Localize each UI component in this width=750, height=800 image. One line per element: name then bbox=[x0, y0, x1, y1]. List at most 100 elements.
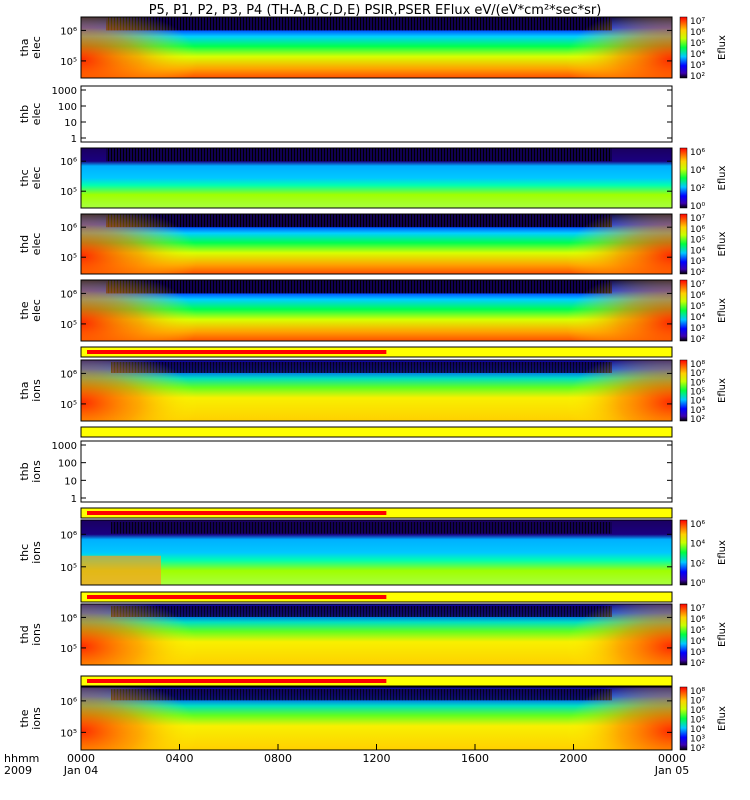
ylabel-probe: thb bbox=[18, 462, 31, 480]
noise-band bbox=[111, 522, 612, 534]
colorbar-tick-label: 10⁵ bbox=[690, 388, 705, 398]
colorbar-tick-label: 10² bbox=[690, 415, 705, 425]
colorbar-tick-label: 10⁷ bbox=[690, 697, 705, 707]
colorbar-tick-label: 10² bbox=[690, 268, 705, 278]
y-tick-label: 10⁶ bbox=[60, 369, 77, 380]
colorbar-label: Eflux bbox=[717, 540, 728, 565]
ylabel-probe: the bbox=[18, 301, 31, 319]
x-tick-label: 1200 bbox=[363, 752, 391, 765]
colorbar-tick-label: 10³ bbox=[690, 257, 705, 267]
ylabel-species: ions bbox=[30, 541, 43, 564]
y-tick-label: 10⁶ bbox=[60, 223, 77, 234]
colorbar-tick-label: 10⁵ bbox=[690, 39, 705, 49]
panel-frame bbox=[80, 147, 673, 209]
mode-bar-red bbox=[87, 679, 387, 683]
panel-frame bbox=[80, 16, 673, 79]
colorbar-tick-label: 10⁷ bbox=[690, 280, 705, 290]
ylabel-species: ions bbox=[30, 707, 43, 730]
colorbar-tick-label: 10⁰ bbox=[690, 579, 705, 589]
colorbar-label: Eflux bbox=[717, 35, 728, 60]
panel-thb-elec: thb elec 1000 100 10 1 bbox=[18, 85, 673, 145]
y-tick-label: 10 bbox=[64, 118, 77, 129]
y-tick-label: 10⁵ bbox=[60, 728, 77, 739]
ylabel-species: ions bbox=[30, 460, 43, 483]
ylabel-species: elec bbox=[30, 103, 43, 126]
colorbar-tick-label: 10⁶ bbox=[690, 706, 705, 716]
ylabel-probe: thb bbox=[18, 105, 31, 123]
panel-frame bbox=[80, 519, 673, 586]
panel-frame bbox=[80, 440, 673, 503]
panel-frame bbox=[80, 85, 673, 143]
colorbar-tick-label: 10² bbox=[690, 559, 705, 569]
colorbar-label: Eflux bbox=[717, 622, 728, 647]
y-tick-label: 10⁶ bbox=[60, 697, 77, 708]
edge-hot-right bbox=[553, 214, 672, 274]
edge-hot-right bbox=[553, 360, 672, 421]
colorbar bbox=[679, 686, 688, 751]
edge-hot-left bbox=[81, 280, 212, 341]
noise-band bbox=[111, 689, 612, 701]
colorbar-tick-label: 10⁷ bbox=[690, 369, 705, 379]
thd-mode-bar bbox=[80, 591, 673, 603]
panel-frame bbox=[80, 279, 673, 342]
colorbar-tick-label: 10⁶ bbox=[690, 225, 705, 235]
y-tick-label: 10⁵ bbox=[60, 400, 77, 411]
colorbar-tick-label: 10⁶ bbox=[690, 291, 705, 301]
colorbar-label: Eflux bbox=[717, 298, 728, 323]
ylabel-species: ions bbox=[30, 623, 43, 646]
mode-bar-red bbox=[87, 595, 387, 599]
noise-band bbox=[111, 606, 612, 617]
colorbar-tick-label: 10⁰ bbox=[690, 202, 705, 212]
y-tick-label: 1 bbox=[71, 134, 77, 145]
y-tick-label: 10⁶ bbox=[60, 26, 77, 37]
ylabel-probe: thc bbox=[18, 169, 31, 186]
y-tick-label: 10 bbox=[64, 476, 77, 487]
colorbar-tick-label: 10⁵ bbox=[690, 302, 705, 312]
y-tick-label: 1000 bbox=[52, 86, 77, 97]
colorbar-tick-label: 10² bbox=[690, 335, 705, 345]
thb-mode-bar bbox=[80, 426, 673, 438]
corner-label-hhmm: hhmm bbox=[4, 752, 39, 765]
y-tick-label: 100 bbox=[58, 459, 77, 470]
colorbar-tick-label: 10⁴ bbox=[690, 50, 705, 60]
panel-frame bbox=[80, 213, 673, 275]
edge-hot-right bbox=[553, 604, 672, 665]
mode-bar-red bbox=[87, 511, 387, 515]
colorbar-tick-label: 10⁷ bbox=[690, 214, 705, 224]
y-tick-label: 10⁶ bbox=[60, 530, 77, 541]
the-mode-bar bbox=[80, 675, 673, 687]
colorbar bbox=[679, 279, 688, 342]
ylabel-probe: thc bbox=[18, 544, 31, 561]
y-tick-label: 10⁵ bbox=[60, 563, 77, 574]
edge-hot-right bbox=[553, 687, 672, 750]
colorbar-tick-label: 10⁴ bbox=[690, 637, 705, 647]
ylabel-probe: thd bbox=[18, 235, 31, 253]
colorbar-tick-label: 10⁷ bbox=[690, 604, 705, 614]
colorbar-tick-label: 10⁴ bbox=[690, 313, 705, 323]
y-tick-label: 10⁶ bbox=[60, 157, 77, 168]
colorbar-tick-label: 10⁸ bbox=[690, 687, 705, 697]
ylabel-species: elec bbox=[30, 299, 43, 322]
y-tick-label: 10⁵ bbox=[60, 644, 77, 655]
y-tick-label: 100 bbox=[58, 102, 77, 113]
colorbar-tick-label: 10² bbox=[690, 72, 705, 82]
edge-hot-right bbox=[553, 17, 672, 78]
colorbar bbox=[679, 213, 688, 275]
colorbar-tick-label: 10⁵ bbox=[690, 236, 705, 246]
colorbar-tick-label: 10³ bbox=[690, 735, 705, 745]
edge-hot-left bbox=[81, 604, 212, 665]
ylabel-species: elec bbox=[30, 233, 43, 256]
colorbar bbox=[679, 359, 688, 422]
x-tick-label: 0000 bbox=[658, 752, 686, 765]
noise-band bbox=[106, 280, 612, 294]
ylabel-species: elec bbox=[30, 167, 43, 190]
y-tick-label: 10⁵ bbox=[60, 320, 77, 331]
x-tick-label: 0400 bbox=[166, 752, 194, 765]
early-block bbox=[81, 555, 161, 585]
colorbar-tick-label: 10⁴ bbox=[690, 397, 705, 407]
colorbar-tick-label: 10⁶ bbox=[690, 378, 705, 388]
